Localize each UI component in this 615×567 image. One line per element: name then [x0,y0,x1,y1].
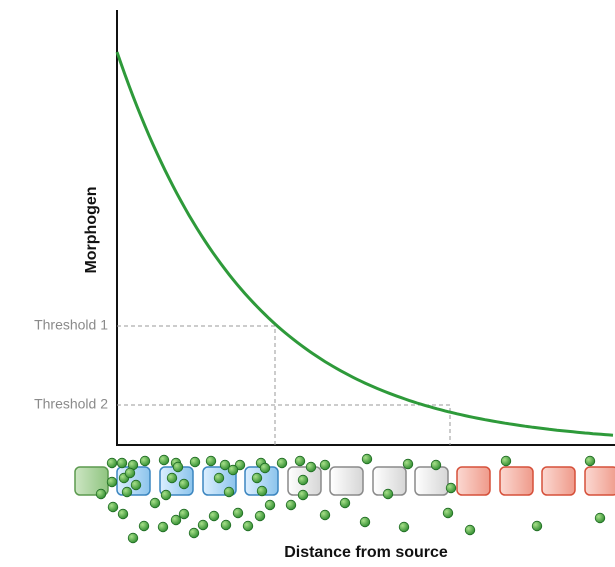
morphogen-dot [399,522,409,532]
morphogen-dot [306,462,316,472]
morphogen-dot [189,528,199,538]
morphogen-dot [108,502,118,512]
morphogen-dot [209,511,219,521]
morphogen-dot [128,533,138,543]
morphogen-dot [501,456,511,466]
morphogen-dot [443,508,453,518]
y-axis-label: Morphogen [83,186,100,273]
morphogen-dot [190,457,200,467]
cell [457,467,490,495]
morphogen-dot [532,521,542,531]
morphogen-dot [383,489,393,499]
morphogen-dot [173,462,183,472]
cells [75,467,615,495]
cell [542,467,575,495]
cell [500,467,533,495]
threshold-label: Threshold 2 [34,396,108,412]
morphogen-dot [221,520,231,530]
morphogen-dot [360,517,370,527]
morphogen-dot [595,513,605,523]
cell [585,467,615,495]
threshold-label: Threshold 1 [34,317,108,333]
morphogen-dot [140,456,150,466]
morphogen-dot [131,480,141,490]
morphogen-dot [107,477,117,487]
diagram: Threshold 1 Threshold 2 Morphogen Distan… [0,0,615,567]
morphogen-dot [198,520,208,530]
morphogen-dot [125,468,135,478]
morphogen-dot [260,463,270,473]
morphogen-dot [446,483,456,493]
threshold-line [117,405,450,445]
morphogen-dot [298,475,308,485]
morphogen-dot [228,465,238,475]
morphogen-dot [179,479,189,489]
morphogen-dot [465,525,475,535]
morphogen-dot [295,456,305,466]
morphogen-dot [118,509,128,519]
morphogen-dot [403,459,413,469]
morphogen-dot [224,487,234,497]
morphogen-dot [286,500,296,510]
threshold-line [117,326,275,445]
morphogen-dot [320,510,330,520]
cell [415,467,448,495]
morphogen-dot [117,458,127,468]
morphogen-dot [150,498,160,508]
morphogen-dot [161,490,171,500]
morphogen-dot [243,521,253,531]
morphogen-dot [233,508,243,518]
morphogen-dot [206,456,216,466]
morphogen-dot [171,515,181,525]
morphogen-dot [257,486,267,496]
morphogen-dot [265,500,275,510]
morphogen-dot [362,454,372,464]
morphogen-dot [167,473,177,483]
morphogen-dot [158,522,168,532]
morphogen-dot [179,509,189,519]
morphogen-dot [159,455,169,465]
morphogen-dot [320,460,330,470]
morphogen-dot [252,473,262,483]
morphogen-dot [214,473,224,483]
morphogen-dot [96,489,106,499]
morphogen-dot [107,458,117,468]
morphogen-dot [255,511,265,521]
morphogen-dot [298,490,308,500]
morphogen-dot [122,487,132,497]
cell [330,467,363,495]
x-axis-label: Distance from source [284,544,448,561]
morphogen-dot [431,460,441,470]
morphogen-dot [340,498,350,508]
gradient-curve [117,52,613,435]
morphogen-dot [585,456,595,466]
morphogen-dot [277,458,287,468]
morphogen-dot [139,521,149,531]
